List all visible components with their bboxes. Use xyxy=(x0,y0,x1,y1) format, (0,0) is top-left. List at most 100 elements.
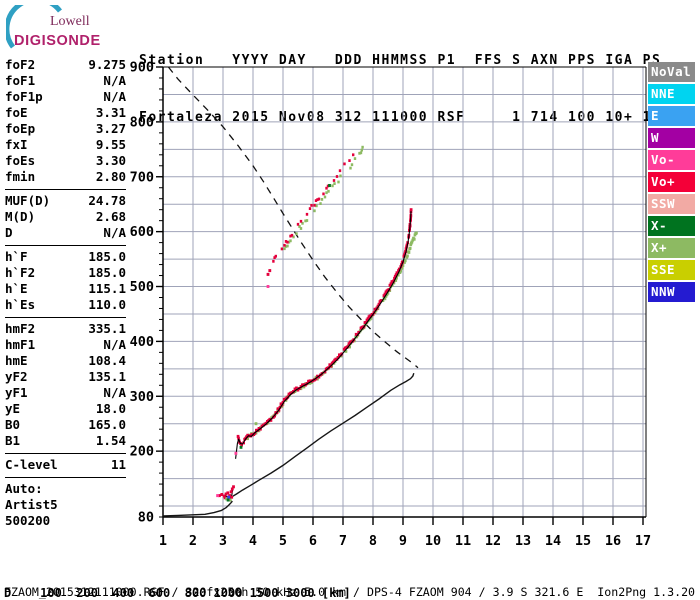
parameter-row-artist5: Artist5 xyxy=(5,497,126,513)
doppler-direction-legend: NoVal NNE E W Vo- Vo+ SSW X- X+ SSE NNW xyxy=(648,62,695,304)
x-tick-label-8: 8 xyxy=(369,533,377,549)
series-vo-minus-dots xyxy=(216,285,270,498)
parameter-label: B0 xyxy=(5,417,21,432)
series-e-region-red xyxy=(218,485,235,500)
x-tick-label-14: 14 xyxy=(545,533,561,549)
parameter-row-auto: Auto: xyxy=(5,481,126,497)
x-tick-label-13: 13 xyxy=(515,533,531,549)
legend-item-vo: Vo- xyxy=(648,150,695,170)
parameter-label: 500200 xyxy=(5,513,51,528)
parameter-row-yf1: yF1 N/A xyxy=(5,385,126,401)
parameter-value: 185.0 xyxy=(88,249,126,264)
legend-item-x: X- xyxy=(648,216,695,236)
logo-arc-icon xyxy=(6,5,62,49)
x-tick-label-3: 3 xyxy=(219,533,227,549)
x-tick-label-6: 6 xyxy=(309,533,317,549)
parameter-row-foe: foE 3.31 xyxy=(5,105,126,121)
legend-item-nne: NNE xyxy=(648,84,695,104)
x-tick-label-4: 4 xyxy=(249,533,257,549)
parameter-row-hme: hmE 108.4 xyxy=(5,353,126,369)
legend-item-sse: SSE xyxy=(648,260,695,280)
parameter-row-yf2: yF2 135.1 xyxy=(5,369,126,385)
parameter-row-ye: yE 18.0 xyxy=(5,401,126,417)
parameter-value: 1.54 xyxy=(95,433,126,448)
parameter-row-fof1: foF1 N/A xyxy=(5,73,126,89)
parameter-value: N/A xyxy=(103,385,126,400)
parameter-label: fmin xyxy=(5,169,36,184)
parameter-value: 115.1 xyxy=(88,281,126,296)
parameter-value: N/A xyxy=(103,73,126,88)
parameter-value: 2.68 xyxy=(95,209,126,224)
parameter-row-b0: B0 165.0 xyxy=(5,417,126,433)
parameter-row-b1: B1 1.54 xyxy=(5,433,126,449)
parameter-label: D xyxy=(5,225,13,240)
logo-text-lowell: Lowell xyxy=(50,14,90,29)
parameter-row-hf: h`F 185.0 xyxy=(5,249,126,265)
series-dark-green-dots xyxy=(226,184,331,502)
x-tick-label-2: 2 xyxy=(189,533,197,549)
sidebar-separator xyxy=(5,189,126,190)
logo-text-digisonde: DIGISONDE xyxy=(14,33,101,49)
parameter-label: foE xyxy=(5,105,28,120)
parameter-value: 2.80 xyxy=(95,169,126,184)
d-muf-table: D 100 200 400 600 800 1000 1500 3000 [km… xyxy=(4,556,358,600)
y-tick-label-800: 800 xyxy=(130,114,154,130)
parameter-label: B1 xyxy=(5,433,21,448)
x-tick-label-12: 12 xyxy=(485,533,501,549)
parameter-value: N/A xyxy=(103,225,126,240)
parameter-label: foEs xyxy=(5,153,36,168)
parameter-value: 110.0 xyxy=(88,297,126,312)
parameter-value: 135.1 xyxy=(88,369,126,384)
x-tick-label-11: 11 xyxy=(455,533,471,549)
parameter-row-fmin: fmin 2.80 xyxy=(5,169,126,185)
y-tick-label-600: 600 xyxy=(130,224,154,240)
x-tick-label-7: 7 xyxy=(339,533,347,549)
parameter-row-hmf1: hmF1 N/A xyxy=(5,337,126,353)
sidebar-separator xyxy=(5,477,126,478)
parameter-label: foF2 xyxy=(5,57,36,72)
parameter-value: 9.275 xyxy=(88,57,126,72)
sidebar-separator xyxy=(5,317,126,318)
parameter-label: yE xyxy=(5,401,21,416)
y-tick-label-900: 900 xyxy=(130,60,154,76)
series-x-trace-f xyxy=(245,231,418,441)
x-tick-label-5: 5 xyxy=(279,533,287,549)
series-artist-fitted-trace xyxy=(235,209,412,459)
parameter-row-foes: foEs 3.30 xyxy=(5,153,126,169)
parameter-value: N/A xyxy=(103,89,126,104)
parameter-row-fof1p: foF1p N/A xyxy=(5,89,126,105)
series-e-region-green xyxy=(225,422,258,502)
parameter-value: N/A xyxy=(103,337,126,352)
sidebar-separator xyxy=(5,245,126,246)
parameter-value: 185.0 xyxy=(88,265,126,280)
parameter-label: foF1p xyxy=(5,89,43,104)
parameter-row-500200: 500200 xyxy=(5,513,126,529)
y-axis-ticks-labels: 900 800 700 600 500 400 300 200 80 xyxy=(130,60,163,526)
series-red-stray-dots xyxy=(266,208,413,276)
d-distance-row: D 100 200 400 600 800 1000 1500 3000 [km… xyxy=(4,586,351,600)
y-tick-label-300: 300 xyxy=(130,389,154,405)
parameter-label: Auto: xyxy=(5,481,43,496)
parameter-label: MUF(D) xyxy=(5,193,51,208)
parameter-row-hf2: h`F2 185.0 xyxy=(5,265,126,281)
parameter-value: 9.55 xyxy=(95,137,126,152)
parameter-row-mufd: MUF(D) 24.78 xyxy=(5,193,126,209)
x-tick-label-9: 9 xyxy=(399,533,407,549)
legend-item-w: W xyxy=(648,128,695,148)
series-e-region-blue xyxy=(227,495,231,499)
parameter-row-hes: h`Es 110.0 xyxy=(5,297,126,313)
parameter-value: 18.0 xyxy=(95,401,126,416)
parameter-row-d: D N/A xyxy=(5,225,126,241)
parameter-value: 165.0 xyxy=(88,417,126,432)
parameter-value: 3.30 xyxy=(95,153,126,168)
x-axis-ticks-labels: 1 2 3 4 5 6 7 8 9 10 11 12 13 14 15 16 17 xyxy=(159,517,651,549)
plot-grid xyxy=(163,67,646,517)
series-o-trace-f xyxy=(236,210,413,447)
parameter-label: hmE xyxy=(5,353,28,368)
parameter-label: yF2 xyxy=(5,369,28,384)
parameter-value: 108.4 xyxy=(88,353,126,368)
x-tick-label-1: 1 xyxy=(159,533,167,549)
series-o-second-hop xyxy=(272,153,355,263)
parameter-label: M(D) xyxy=(5,209,36,224)
